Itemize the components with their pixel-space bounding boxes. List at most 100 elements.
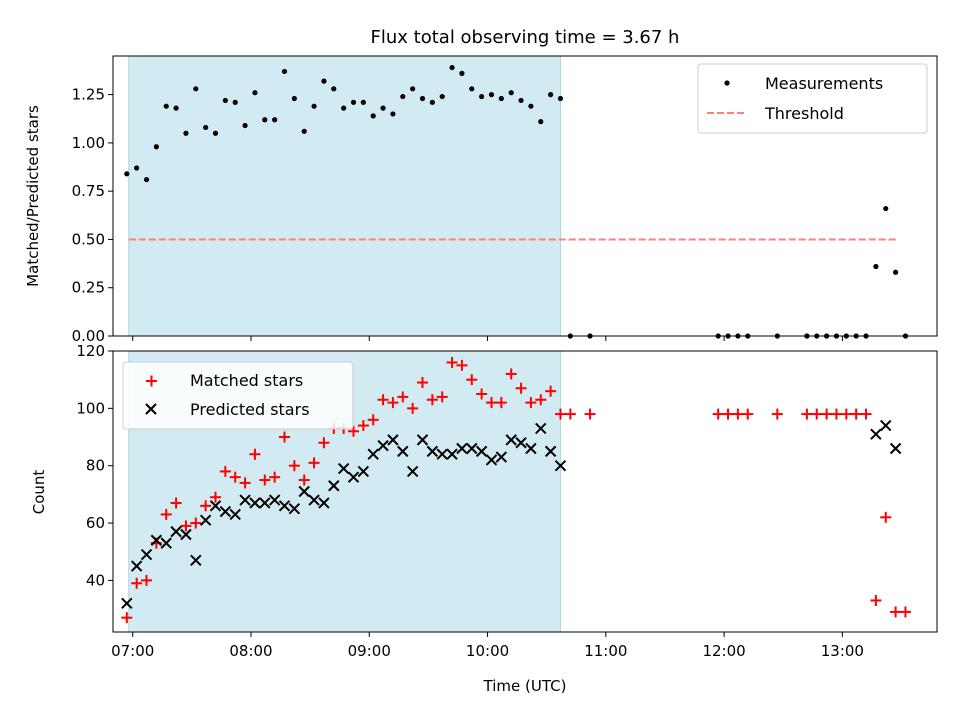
legend-measurements-label: Measurements <box>765 74 883 93</box>
measurement-point <box>488 92 495 98</box>
measurement-point <box>341 105 347 111</box>
top-y-tick-label: 1.25 <box>72 86 105 104</box>
measurement-point <box>222 97 228 104</box>
predicted-star-point <box>278 500 291 512</box>
matched-star-point <box>160 508 172 520</box>
measurement-point <box>419 95 426 102</box>
matched-star-point <box>505 368 517 380</box>
x-tick-label: 12:00 <box>702 642 745 660</box>
x-tick-label: 11:00 <box>584 642 627 660</box>
matched-star-point <box>239 477 251 489</box>
matched-star-point <box>830 408 842 420</box>
legend-predicted-label: Predicted stars <box>190 400 310 419</box>
predicted-star-point <box>199 514 212 526</box>
predicted-star-point <box>466 442 478 455</box>
bottom-y-tick-label: 100 <box>76 399 105 417</box>
matched-star-point <box>545 385 557 397</box>
predicted-star-point <box>160 537 172 549</box>
matched-star-point <box>456 359 468 371</box>
predicted-star-point <box>544 445 557 458</box>
matched-star-point <box>397 391 409 403</box>
matched-star-point <box>554 408 566 420</box>
x-tick-label: 08:00 <box>229 642 272 660</box>
top-x-ticks <box>132 336 843 341</box>
matched-star-point <box>367 414 379 426</box>
predicted-star-point <box>298 485 310 498</box>
measurement-point <box>439 93 445 100</box>
predicted-star-point <box>416 434 429 446</box>
top-y-tick-label: 0.25 <box>72 279 105 297</box>
bottom-y-tick-label: 40 <box>86 571 105 589</box>
measurement-point <box>321 78 327 84</box>
predicted-star-point <box>130 560 143 572</box>
matched-star-point <box>141 574 153 586</box>
matched-star-point <box>564 408 576 420</box>
top-y-tick-label: 0.75 <box>72 182 105 200</box>
measurement-point <box>538 119 544 125</box>
measurement-point <box>212 130 219 136</box>
bottom-panel: 40 60 80 100 120 07:00 08:00 09:00 10:00 11:00 12… <box>30 342 938 695</box>
measurement-point <box>873 263 879 270</box>
measurement-point <box>331 86 337 92</box>
predicted-star-point <box>328 480 340 492</box>
matched-star-point <box>712 408 724 420</box>
predicted-star-point <box>525 442 537 455</box>
predicted-star-point <box>505 434 517 446</box>
measurement-point <box>124 171 130 177</box>
matched-star-point <box>742 408 754 420</box>
measurement-point <box>291 95 297 102</box>
x-tick-label: 09:00 <box>348 642 391 660</box>
predicted-star-point <box>288 502 301 515</box>
top-shaded-span <box>128 55 561 337</box>
matched-star-point <box>318 437 330 449</box>
matched-star-point <box>219 465 231 477</box>
matched-star-point <box>466 374 478 386</box>
matched-star-point <box>880 511 892 523</box>
matched-star-point <box>200 500 212 512</box>
bottom-y-tick-label: 120 <box>76 342 105 360</box>
matched-star-point <box>387 397 399 409</box>
matched-star-point <box>347 425 359 437</box>
legend-matched-label: Matched stars <box>190 371 303 390</box>
predicted-star-point <box>259 497 271 509</box>
measurement-point <box>242 122 248 129</box>
predicted-star-point <box>406 465 419 478</box>
measurement-point <box>498 95 504 102</box>
measurement-point <box>153 144 159 150</box>
matched-star-point <box>860 408 872 420</box>
predicted-star-point <box>446 448 458 460</box>
predicted-star-point <box>357 465 370 478</box>
measurement-point <box>370 113 376 119</box>
matched-star-point <box>495 397 507 409</box>
predicted-star-point <box>475 445 488 458</box>
measurement-point <box>262 117 268 123</box>
x-tick-label: 13:00 <box>821 642 864 660</box>
measurement-point <box>469 86 475 92</box>
predicted-star-point <box>140 548 153 561</box>
bottom-legend-box <box>122 361 354 430</box>
predicted-star-point <box>337 462 350 475</box>
matched-star-point <box>732 408 744 420</box>
predicted-star-point <box>377 439 389 452</box>
measurement-point <box>518 97 524 104</box>
measurement-point <box>173 105 179 111</box>
measurement-point <box>163 103 169 109</box>
predicted-star-point <box>397 445 409 458</box>
top-plot-marks <box>124 64 909 339</box>
measurement-point <box>281 68 288 75</box>
matched-star-point <box>357 420 369 432</box>
top-legend: Measurements Threshold <box>697 63 928 134</box>
predicted-star-point <box>170 525 182 538</box>
matched-star-point <box>170 497 182 509</box>
measurement-point <box>380 105 386 111</box>
measurement-point <box>143 176 150 183</box>
matched-star-point <box>811 408 823 420</box>
matched-star-point <box>850 408 862 420</box>
measurement-point <box>134 165 140 171</box>
measurement-point <box>400 93 406 100</box>
matched-star-point <box>446 356 458 368</box>
measurement-point <box>203 124 209 131</box>
predicted-star-point <box>209 500 222 512</box>
matched-star-point <box>801 408 813 420</box>
predicted-star-point <box>249 497 261 509</box>
